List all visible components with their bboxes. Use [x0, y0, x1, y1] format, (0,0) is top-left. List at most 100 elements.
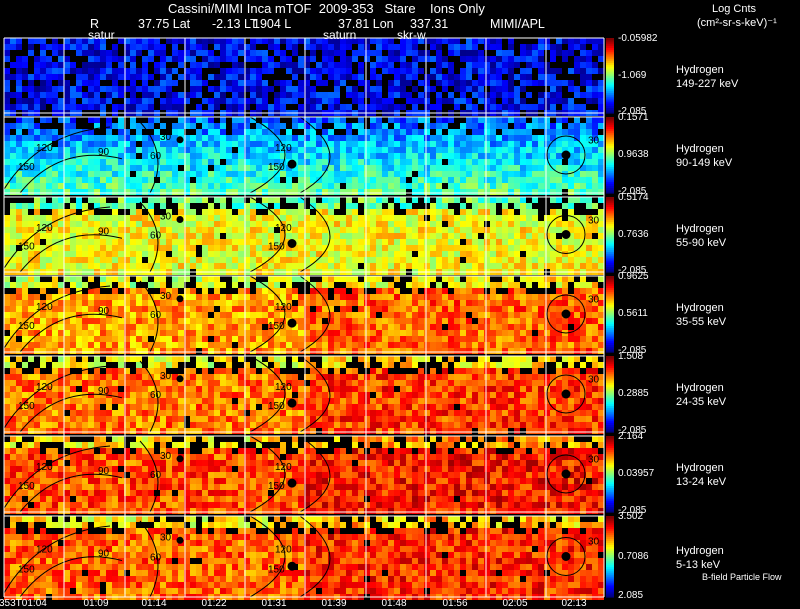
colorbar-segment	[606, 90, 614, 93]
colorbar-segment	[606, 544, 614, 547]
colorbars	[606, 38, 614, 598]
colorbar-segment	[606, 155, 614, 158]
colorbar-segment	[606, 436, 614, 439]
colorbar-segment	[606, 94, 614, 97]
x-tick-label: 01:31	[261, 598, 287, 609]
species-label: Hydrogen	[676, 382, 724, 394]
colorbar-segment	[606, 367, 614, 370]
colorbar-segment	[606, 493, 614, 496]
colorbar-segment	[606, 315, 614, 319]
contour-label: 30	[588, 455, 600, 466]
colorbar-max-label: 3.502	[618, 511, 644, 522]
colorbar-segment	[606, 344, 614, 347]
colorbar-mid-label: 0.5611	[618, 308, 648, 319]
colorbar-segment	[606, 258, 614, 262]
heatmap-row-1	[4, 117, 604, 195]
colorbar-segment	[606, 270, 614, 273]
colorbar-segment	[606, 538, 614, 541]
contour-label: 150	[268, 565, 285, 576]
colorbar-mid-label: 0.03957	[618, 468, 655, 479]
colorbar-segment	[606, 39, 614, 43]
colorbar-segment	[606, 73, 614, 77]
colorbar-segment	[606, 240, 614, 243]
colorbar-mid-label: 0.9638	[618, 149, 649, 160]
contour-label: 30	[160, 291, 172, 302]
colorbar-segment	[606, 380, 614, 384]
colorbar-segment	[606, 458, 614, 462]
colorbar-segment	[606, 462, 614, 466]
colorbar-segment	[606, 243, 614, 247]
colorbar-segment	[606, 268, 614, 271]
longitude-label: 37.81 Lon	[338, 17, 394, 31]
colorbar-segment	[606, 536, 614, 539]
contour-label: 120	[36, 223, 53, 234]
colorbar-segment	[606, 53, 614, 56]
colorbar-segment	[606, 147, 614, 150]
colorbar-segment	[606, 466, 614, 469]
colorbar-segment	[606, 447, 614, 450]
colorbar-segment	[606, 572, 614, 576]
colorbar-segment	[606, 375, 614, 378]
colorbar-segment	[606, 202, 614, 206]
colorbar-segment	[606, 298, 614, 302]
colorbar-segment	[606, 228, 614, 232]
colorbar-segment	[606, 302, 614, 306]
colorbar-segment	[606, 397, 614, 401]
colorbar-segment	[606, 107, 614, 110]
panel-grid	[3, 37, 605, 598]
colorbar-segment	[606, 576, 614, 580]
colorbar-segment	[606, 439, 614, 443]
contour-label: 60	[150, 310, 162, 321]
x-tick-label: 02:13	[561, 598, 587, 609]
colorbar-segment	[606, 285, 614, 288]
colorbar-segment	[606, 460, 614, 464]
contour-label: 60	[150, 470, 162, 481]
contour-label: 90	[98, 227, 110, 238]
contour-label: 120	[36, 302, 53, 313]
colorbar-segment	[606, 105, 614, 108]
heatmap-row-6	[4, 516, 604, 600]
colorbar-segment	[606, 487, 614, 490]
colorbar-mid-label: -1.069	[618, 69, 647, 81]
energy-range-label: 5-13 keV	[676, 558, 721, 571]
saturn-marker-label-2: saturn	[323, 28, 357, 42]
colorbar-segment	[606, 206, 614, 209]
colorbar-max-label: -0.05982	[618, 33, 658, 44]
colorbar-segment	[606, 409, 614, 412]
colorbar-segment	[606, 189, 614, 192]
colorbar-segment	[606, 257, 614, 260]
colorbar-segment	[606, 342, 614, 345]
colorbar-segment	[606, 340, 614, 344]
colorbar-segment	[606, 382, 614, 386]
colorbar-segment	[606, 359, 614, 363]
x-tick-label: 01:14	[141, 598, 167, 609]
colorbar-segment	[606, 120, 614, 124]
energy-range-label: 149-227 keV	[676, 77, 739, 90]
colorbar-segment	[606, 453, 614, 456]
colorbar-segment	[606, 566, 614, 570]
colorbar-segment	[606, 304, 614, 307]
contour-label: 150	[268, 481, 285, 492]
colorbar-segment	[606, 518, 614, 521]
colorbar-segment	[606, 166, 614, 169]
colorbar-segment	[606, 168, 614, 171]
energy-range-label: 13-24 keV	[676, 476, 727, 488]
x-tick-label: 01:22	[201, 598, 227, 609]
colorbar-segment	[606, 262, 614, 266]
colorbar-segment	[606, 376, 614, 380]
species-label: Hydrogen	[676, 143, 724, 155]
colorbar-segment	[606, 99, 614, 103]
contour-label: 150	[18, 162, 35, 173]
colorbar-segment	[606, 197, 614, 200]
colorbar-segment	[606, 451, 614, 454]
colorbar-segment	[606, 384, 614, 387]
colorbar-segment	[606, 264, 614, 267]
colorbar-segment	[606, 291, 614, 294]
x-tick-label: 02:05	[502, 598, 528, 609]
colorbar-segment	[606, 308, 614, 311]
energy-range-label: 35-55 keV	[676, 316, 727, 328]
colorbar-segment	[606, 77, 614, 80]
colorbar-segment	[606, 562, 614, 566]
x-tick-label: 01:56	[442, 598, 468, 609]
